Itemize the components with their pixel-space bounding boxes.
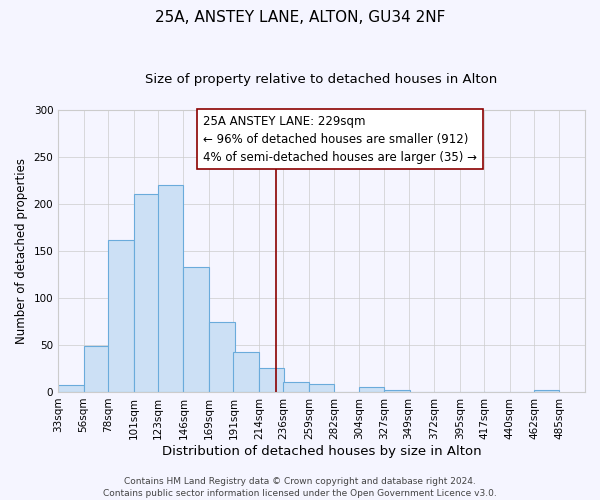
Y-axis label: Number of detached properties: Number of detached properties xyxy=(15,158,28,344)
Bar xyxy=(359,388,384,392)
Bar xyxy=(309,384,334,392)
Bar xyxy=(134,194,159,392)
Bar xyxy=(384,390,410,392)
Bar xyxy=(108,240,134,392)
Bar xyxy=(259,368,284,392)
Bar xyxy=(158,186,184,392)
Bar xyxy=(233,352,259,392)
Bar xyxy=(283,382,309,392)
X-axis label: Distribution of detached houses by size in Alton: Distribution of detached houses by size … xyxy=(162,444,481,458)
Title: Size of property relative to detached houses in Alton: Size of property relative to detached ho… xyxy=(145,72,498,86)
Bar xyxy=(209,322,235,392)
Bar xyxy=(184,267,209,392)
Text: Contains HM Land Registry data © Crown copyright and database right 2024.
Contai: Contains HM Land Registry data © Crown c… xyxy=(103,476,497,498)
Bar xyxy=(534,390,559,392)
Text: 25A ANSTEY LANE: 229sqm
← 96% of detached houses are smaller (912)
4% of semi-de: 25A ANSTEY LANE: 229sqm ← 96% of detache… xyxy=(203,114,477,164)
Bar xyxy=(83,346,109,392)
Bar xyxy=(58,386,83,392)
Text: 25A, ANSTEY LANE, ALTON, GU34 2NF: 25A, ANSTEY LANE, ALTON, GU34 2NF xyxy=(155,10,445,25)
